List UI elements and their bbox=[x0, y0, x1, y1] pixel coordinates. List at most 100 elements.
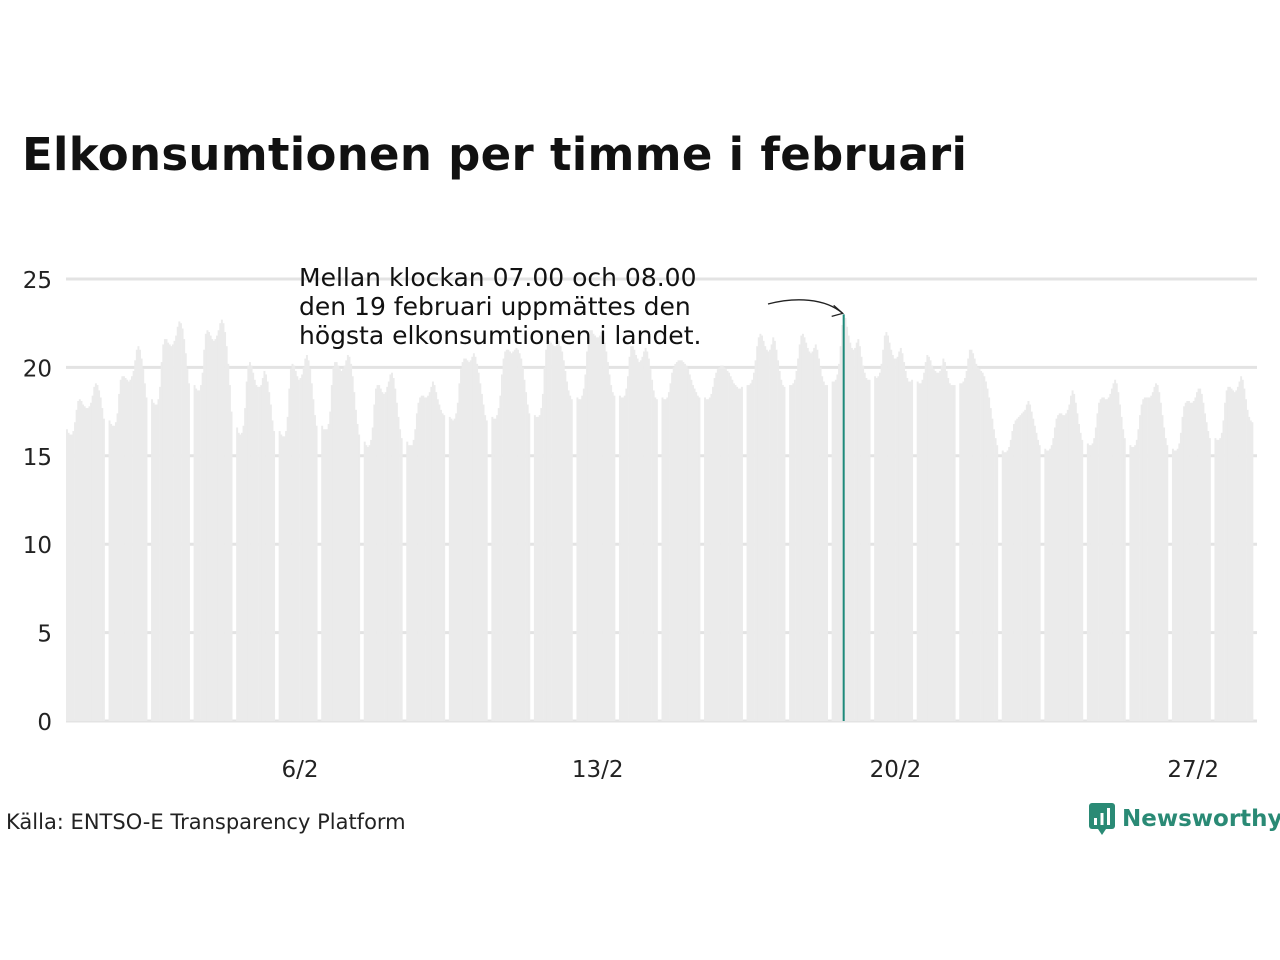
bar-day15-h16 bbox=[687, 369, 690, 721]
bar-day9-h19 bbox=[436, 399, 439, 721]
bar-day5-h0 bbox=[236, 427, 239, 721]
bar-day2-h5 bbox=[116, 413, 119, 721]
bar-day7-h7 bbox=[332, 367, 335, 721]
bar-day7-h21 bbox=[354, 409, 357, 721]
bar-day15-h15 bbox=[685, 365, 688, 721]
bar-day15-h14 bbox=[683, 363, 686, 721]
bar-day21-h1 bbox=[918, 383, 921, 721]
bar-day1-h4 bbox=[72, 431, 75, 721]
bar-day10-h5 bbox=[456, 402, 459, 721]
bar-day3-h21 bbox=[184, 353, 187, 721]
bar-day21-h2 bbox=[919, 383, 922, 721]
bar-day10-h11 bbox=[466, 360, 469, 721]
bar-day18-h23 bbox=[826, 385, 828, 721]
bar-day17-h17 bbox=[773, 340, 776, 721]
bar-day11-h2 bbox=[494, 418, 497, 721]
bar-day9-h14 bbox=[428, 392, 431, 721]
bar-day3-h12 bbox=[170, 346, 173, 721]
bar-day13-h9 bbox=[590, 330, 593, 721]
bar-day7-h14 bbox=[343, 365, 346, 721]
bar-day12-h18 bbox=[562, 360, 565, 721]
bar-day15-h4 bbox=[667, 392, 670, 721]
bar-day28-h3 bbox=[1219, 438, 1222, 721]
bar-day3-h19 bbox=[181, 328, 184, 721]
bar-day15-h0 bbox=[661, 397, 664, 721]
bar-day3-h7 bbox=[162, 344, 165, 721]
bar-day11-h4 bbox=[497, 408, 500, 721]
bar-day22-h14 bbox=[981, 372, 984, 721]
bar-day10-h0 bbox=[448, 416, 451, 721]
bar-day14-h4 bbox=[625, 388, 628, 721]
bar-day23-h9 bbox=[1016, 418, 1019, 721]
bar-day6-h23 bbox=[315, 425, 318, 721]
bar-day7-h18 bbox=[350, 363, 353, 721]
bar-day26-h22 bbox=[1164, 438, 1167, 721]
bar-day2-h18 bbox=[137, 346, 140, 721]
bar-day26-h16 bbox=[1155, 383, 1158, 721]
bar-day1-h19 bbox=[96, 385, 99, 721]
bar-day23-h21 bbox=[1035, 432, 1038, 721]
bar-day11-h5 bbox=[499, 395, 502, 721]
bar-day5-h1 bbox=[237, 432, 240, 721]
bar-day2-h16 bbox=[134, 360, 137, 721]
bar-day13-h13 bbox=[597, 337, 600, 721]
bar-day19-h23 bbox=[868, 379, 871, 721]
bar-day3-h18 bbox=[179, 323, 182, 721]
bar-day14-h22 bbox=[654, 397, 657, 721]
bar-day23-h6 bbox=[1011, 431, 1014, 721]
bar-day4-h21 bbox=[227, 363, 230, 721]
bar-day6-h11 bbox=[296, 376, 299, 721]
bar-day21-h19 bbox=[947, 378, 950, 721]
bar-day3-h8 bbox=[163, 339, 166, 721]
bar-day9-h15 bbox=[430, 386, 433, 721]
bar-day11-h13 bbox=[512, 351, 515, 721]
bar-day6-h22 bbox=[314, 415, 316, 721]
bar-day20-h0 bbox=[874, 376, 877, 721]
bar-day25-h22 bbox=[1122, 429, 1125, 721]
bar-day12-h20 bbox=[566, 381, 568, 721]
bar-day19-h11 bbox=[849, 342, 852, 721]
bar-day23-h8 bbox=[1014, 420, 1017, 721]
bar-day14-h9 bbox=[633, 349, 636, 721]
bar-day26-h4 bbox=[1135, 439, 1138, 721]
bar-day12-h0 bbox=[533, 415, 536, 721]
bar-day12-h21 bbox=[567, 390, 570, 721]
bar-day26-h18 bbox=[1158, 392, 1161, 721]
bar-day1-h13 bbox=[86, 408, 89, 721]
bar-day24-h8 bbox=[1057, 415, 1060, 721]
bar-day24-h2 bbox=[1047, 450, 1050, 721]
bar-day4-h9 bbox=[208, 332, 211, 721]
bar-day20-h16 bbox=[899, 347, 902, 721]
bar-day13-h15 bbox=[600, 332, 603, 721]
bar-day5-h19 bbox=[266, 381, 269, 721]
bar-day14-h3 bbox=[623, 395, 626, 721]
bar-day12-h19 bbox=[564, 370, 567, 721]
bar-day21-h6 bbox=[926, 355, 929, 721]
annotation-line: högsta elkonsumtionen i landet. bbox=[299, 321, 701, 350]
bar-day20-h5 bbox=[882, 349, 885, 721]
bar-day4-h4 bbox=[200, 385, 202, 721]
bar-day9-h17 bbox=[433, 385, 436, 721]
bar-day22-h10 bbox=[975, 363, 978, 721]
bar-day5-h18 bbox=[265, 374, 268, 721]
bar-day18-h12 bbox=[808, 351, 811, 721]
bar-day24-h13 bbox=[1065, 413, 1068, 721]
bar-day12-h17 bbox=[561, 351, 564, 721]
bar-day22-h13 bbox=[980, 370, 983, 721]
bar-day1-h17 bbox=[93, 386, 96, 721]
bar-day17-h16 bbox=[772, 337, 775, 721]
bar-day27-h22 bbox=[1207, 431, 1210, 721]
bar-day9-h18 bbox=[435, 392, 438, 721]
bar-day10-h4 bbox=[455, 413, 458, 721]
bar-day11-h9 bbox=[505, 349, 508, 721]
bar-day16-h22 bbox=[739, 388, 742, 721]
x-axis: 6/2 13/2 20/2 27/2 bbox=[281, 757, 1219, 783]
bar-day19-h4 bbox=[838, 363, 841, 721]
bar-day16-h8 bbox=[716, 369, 719, 721]
bar-day7-h20 bbox=[353, 392, 356, 721]
bar-day6-h7 bbox=[289, 369, 292, 721]
bar-day20-h20 bbox=[906, 378, 909, 721]
y-tick-label: 25 bbox=[23, 268, 52, 294]
brand-logo: Newsworthy bbox=[1088, 802, 1280, 836]
bar-day27-h1 bbox=[1173, 450, 1176, 721]
